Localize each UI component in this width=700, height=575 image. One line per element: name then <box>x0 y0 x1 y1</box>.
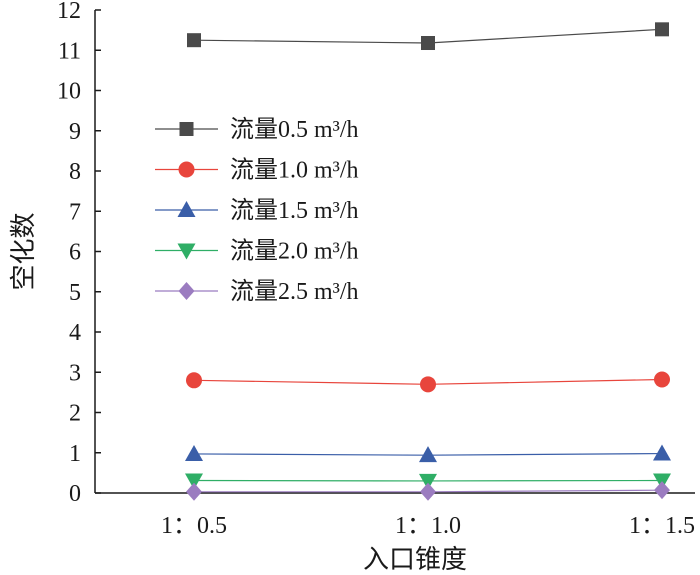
legend-marker <box>178 282 195 300</box>
series-3 <box>185 444 671 463</box>
y-tick-label: 4 <box>69 320 81 346</box>
y-tick-label: 9 <box>69 119 81 145</box>
legend-item: 流量2.0 m³/h <box>155 238 359 265</box>
legend-item: 流量0.5 m³/h <box>155 116 359 143</box>
legend-label: 流量0.5 m³/h <box>230 116 359 143</box>
data-point <box>186 372 202 389</box>
legend-label: 流量2.5 m³/h <box>230 278 359 305</box>
legend-marker <box>177 243 196 260</box>
data-point <box>419 446 437 463</box>
legend-item: 流量1.5 m³/h <box>155 197 359 224</box>
legend-item: 流量1.0 m³/h <box>155 157 359 184</box>
data-point <box>419 473 437 490</box>
y-tick-label: 12 <box>57 0 81 24</box>
data-point <box>654 481 670 500</box>
y-tick-label: 6 <box>69 240 81 266</box>
legend-label: 流量2.0 m³/h <box>230 238 359 265</box>
data-point <box>421 36 435 51</box>
data-point <box>654 371 670 388</box>
data-point <box>420 482 436 501</box>
data-point <box>653 444 671 461</box>
legend-label: 流量1.5 m³/h <box>230 197 359 224</box>
x-tick-label: 1：1.0 <box>395 513 461 539</box>
series-1 <box>187 22 669 51</box>
legend: 流量0.5 m³/h 流量1.0 m³/h 流量1.5 m³/h 流量2.0 m³/h… <box>155 116 359 305</box>
y-tick-label: 0 <box>69 481 81 507</box>
y-tick-label: 7 <box>69 199 81 225</box>
legend-label: 流量1.0 m³/h <box>230 157 359 184</box>
data-point <box>186 482 202 501</box>
data-point <box>185 473 203 490</box>
series-2 <box>186 371 670 393</box>
y-tick-label: 10 <box>57 79 81 105</box>
data-point <box>420 376 436 393</box>
y-tick-label: 3 <box>69 360 81 386</box>
data-point <box>185 444 203 461</box>
data-point <box>655 22 669 37</box>
legend-marker <box>177 201 196 217</box>
data-point <box>187 33 201 48</box>
x-tick-label: 1：1.5 <box>629 513 695 539</box>
y-tick-label: 11 <box>58 38 81 64</box>
y-tick-label: 8 <box>69 159 81 185</box>
legend-item: 流量2.5 m³/h <box>155 278 359 305</box>
y-tick-label: 2 <box>69 401 81 427</box>
series-layer <box>185 22 671 501</box>
legend-marker <box>179 122 194 136</box>
legend-marker <box>178 161 195 178</box>
y-tick-label: 5 <box>69 280 81 306</box>
y-tick-label: 1 <box>69 441 81 467</box>
series-5 <box>186 481 670 501</box>
y-axis-title: 空化数 <box>9 212 38 290</box>
x-axis-title: 入口锥度 <box>363 545 467 574</box>
x-tick-label: 1：0.5 <box>161 513 227 539</box>
